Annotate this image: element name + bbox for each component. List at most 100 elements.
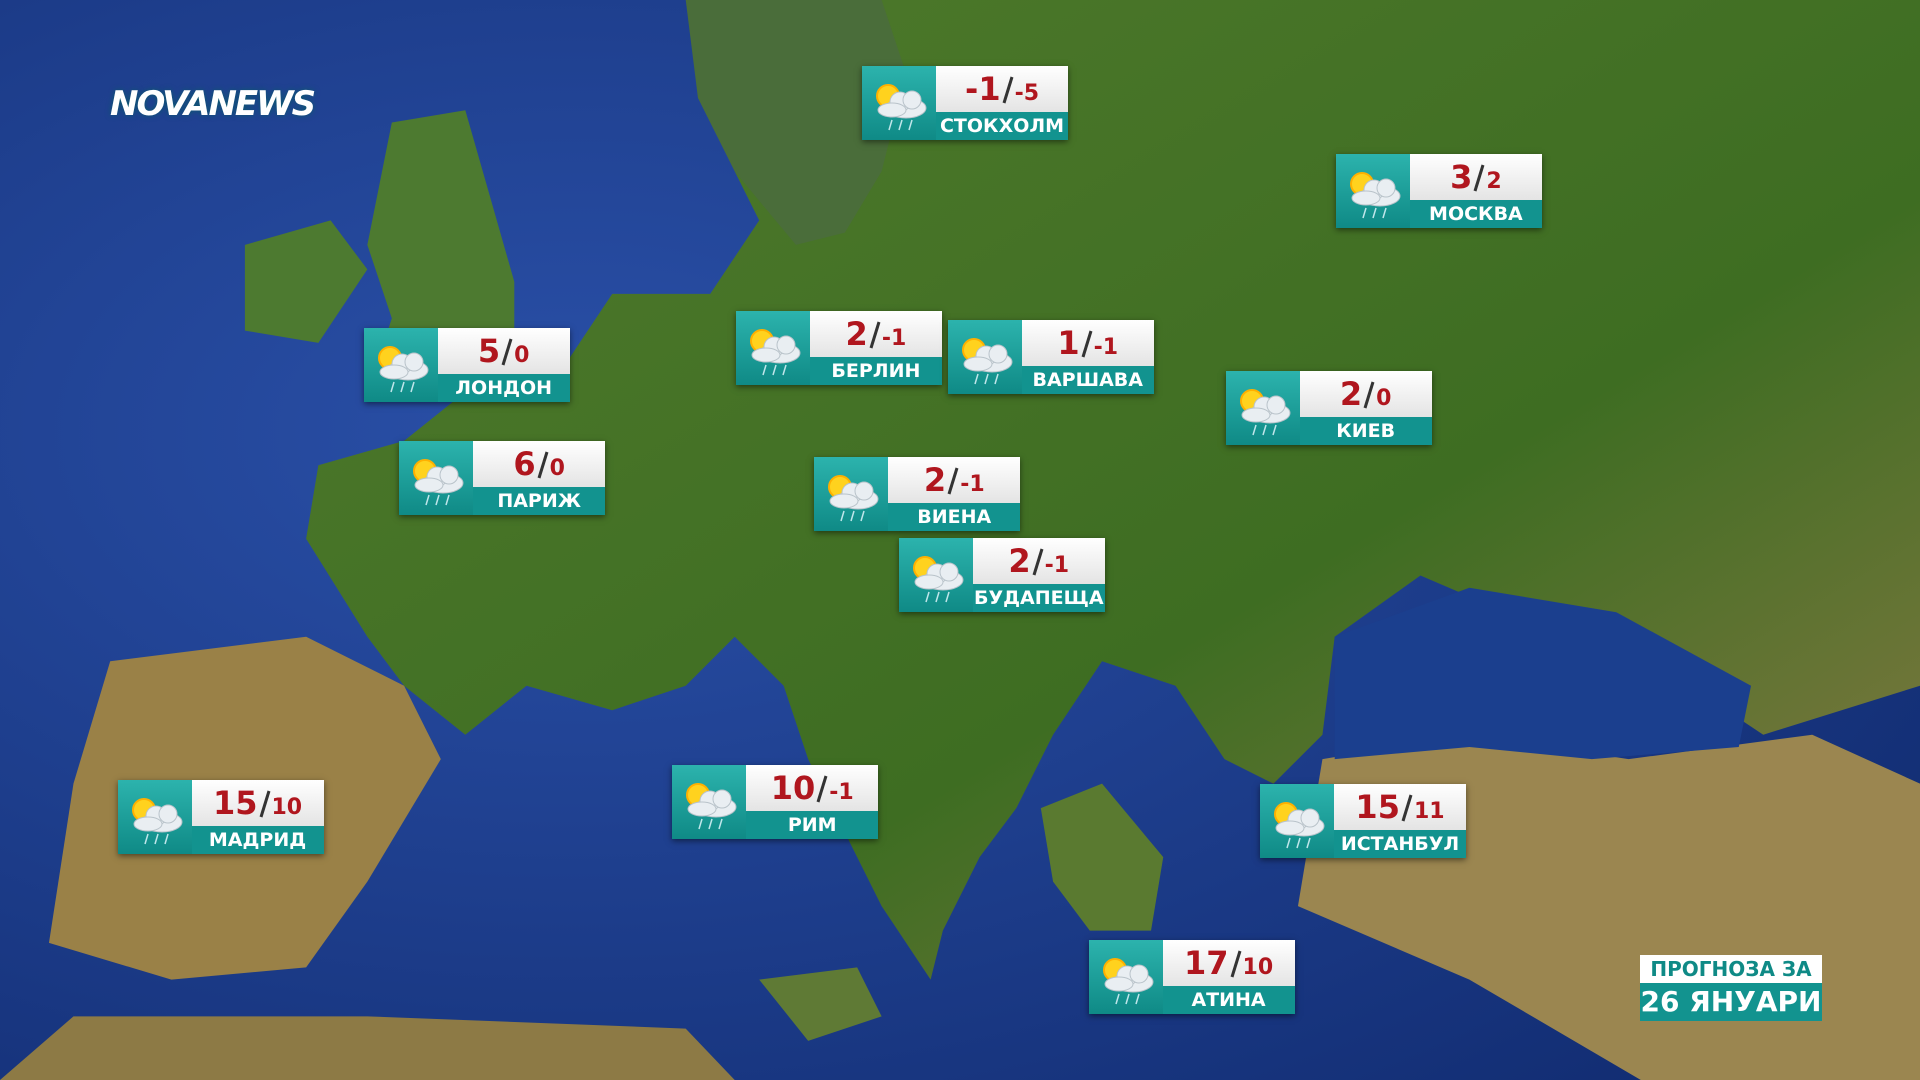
separator — [501, 338, 513, 366]
city-card: 1 -1 ВАРШАВА — [947, 319, 1154, 394]
city-name: ЛОНДОН — [437, 374, 570, 403]
separator — [259, 790, 270, 818]
city-card: 15 11 ИСТАНБУЛ — [1260, 783, 1466, 858]
icon-box — [898, 537, 973, 612]
city-name: КИЕВ — [1299, 417, 1432, 446]
temp-low: 0 — [1376, 386, 1392, 412]
city-card: 17 10 АТИНА — [1088, 940, 1295, 1015]
forecast-date: 26 ЯНУАРИ — [1640, 983, 1822, 1021]
land — [1040, 783, 1164, 931]
city-card: 2 0 КИЕВ — [1225, 371, 1432, 446]
city-info: 2 -1 ВИЕНА — [888, 456, 1021, 531]
temp-high: 15 — [212, 784, 258, 822]
temps: 15 10 — [191, 780, 324, 826]
temp-high: 15 — [1355, 787, 1400, 826]
temps: 2 -1 — [809, 311, 942, 358]
city-name: АТИНА — [1162, 986, 1295, 1015]
city-info: 6 0 ПАРИЖ — [473, 440, 606, 515]
weather-icon — [1102, 958, 1154, 1005]
temp-high: 17 — [1183, 944, 1229, 983]
city-name: ВАРШАВА — [1021, 365, 1154, 394]
weather-icon — [413, 458, 464, 506]
temps: 10 -1 — [746, 765, 879, 812]
weather-icon — [912, 555, 964, 602]
separator — [869, 321, 881, 349]
city-info: 15 10 МАДРИД — [191, 780, 324, 854]
temp-low: 10 — [271, 795, 303, 820]
city-card: 10 -1 РИМ — [672, 765, 879, 840]
city-info: -1 -5 СТОКХОЛМ — [936, 66, 1069, 141]
land — [367, 110, 515, 392]
city-name: СТОКХОЛМ — [936, 112, 1069, 141]
city-card: 2 -1 БЕРЛИН — [735, 311, 942, 386]
temp-high: 10 — [770, 769, 816, 808]
temps: 17 10 — [1162, 940, 1295, 987]
weather-icon — [828, 474, 879, 521]
weather-icon — [377, 346, 429, 393]
city-name: ПАРИЖ — [473, 486, 606, 515]
black-sea — [1334, 587, 1752, 760]
temp-low: -1 — [1093, 334, 1119, 360]
city-name: БУДАПЕЩА — [972, 583, 1105, 612]
separator — [1032, 548, 1044, 575]
temp-low: 0 — [549, 455, 565, 481]
city-info: 10 -1 РИМ — [746, 765, 879, 840]
city-name: МОСКВА — [1409, 200, 1542, 229]
separator — [816, 775, 828, 803]
separator — [1473, 164, 1485, 192]
icon-box — [862, 66, 937, 141]
city-card: 6 0 ПАРИЖ — [399, 440, 606, 515]
separator — [947, 467, 959, 495]
separator — [1401, 794, 1413, 822]
land — [244, 220, 368, 343]
city-name: ВИЕНА — [888, 502, 1021, 531]
city-card: 5 0 ЛОНДОН — [363, 328, 570, 403]
temps: 15 11 — [1334, 783, 1466, 830]
weather-icon — [1274, 801, 1325, 848]
icon-box — [672, 765, 747, 840]
city-card: 15 10 МАДРИД — [117, 780, 324, 854]
icon-box — [1260, 783, 1334, 858]
forecast-label: ПРОГНОЗА ЗА — [1640, 955, 1822, 983]
temp-high: 6 — [513, 444, 536, 483]
temp-high: 2 — [1339, 375, 1363, 414]
temp-high: 2 — [1008, 541, 1031, 580]
weather-icon — [131, 798, 183, 845]
temps: 1 -1 — [1021, 319, 1154, 366]
land — [0, 1016, 735, 1080]
city-info: 2 0 КИЕВ — [1299, 371, 1432, 446]
city-info: 5 0 ЛОНДОН — [437, 328, 570, 403]
temps: 2 -1 — [888, 456, 1021, 503]
temp-high: 1 — [1057, 323, 1080, 362]
land — [759, 967, 882, 1041]
temp-low: 2 — [1486, 169, 1502, 195]
separator — [1230, 950, 1241, 978]
temp-high: 2 — [845, 315, 868, 354]
city-name: БЕРЛИН — [809, 357, 942, 386]
city-info: 15 11 ИСТАНБУЛ — [1334, 783, 1466, 858]
icon-box — [1088, 940, 1163, 1015]
city-name: РИМ — [746, 811, 879, 840]
temp-low: -5 — [1014, 81, 1040, 107]
icon-box — [363, 328, 438, 403]
land — [685, 0, 907, 245]
temps: 2 -1 — [972, 537, 1105, 584]
separator — [537, 451, 549, 479]
temp-low: -1 — [960, 471, 985, 497]
city-info: 1 -1 ВАРШАВА — [1021, 319, 1154, 394]
icon-box — [735, 311, 810, 386]
separator — [1002, 76, 1014, 104]
weather-icon — [876, 84, 927, 131]
weather-icon — [686, 783, 737, 830]
city-info: 17 10 АТИНА — [1162, 940, 1295, 1015]
logo: NOVANEWS — [110, 84, 316, 124]
temp-low: 11 — [1413, 798, 1445, 824]
city-info: 2 -1 БЕРЛИН — [809, 311, 942, 386]
temp-low: 0 — [514, 343, 530, 369]
icon-box — [399, 440, 474, 515]
temp-high: -1 — [965, 70, 1001, 109]
